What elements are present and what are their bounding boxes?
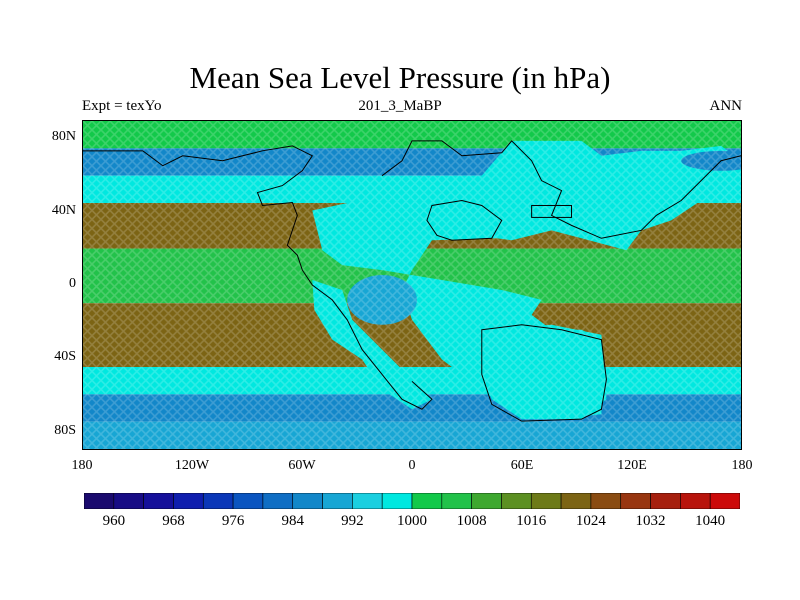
colorbar-swatch xyxy=(530,493,562,509)
x-tick-label: 0 xyxy=(408,458,416,473)
colorbar-swatch xyxy=(590,493,622,509)
x-tick-label: 180 xyxy=(731,458,753,473)
colorbar-swatch xyxy=(709,493,740,509)
season-label: ANN xyxy=(709,98,743,114)
colorbar-label: 1040 xyxy=(695,513,726,529)
x-tick-label: 120W xyxy=(174,458,210,473)
map-canvas xyxy=(83,121,741,449)
colorbar-swatch xyxy=(501,493,532,509)
colorbar xyxy=(84,493,740,509)
colorbar-swatch xyxy=(292,493,323,509)
colorbar-swatch xyxy=(262,493,294,509)
colorbar-swatch xyxy=(143,493,174,509)
colorbar-swatch xyxy=(560,493,592,509)
colorbar-swatch xyxy=(322,493,353,509)
colorbar-swatch xyxy=(232,493,264,509)
colorbar-label: 976 xyxy=(221,513,245,529)
colorbar-label: 1016 xyxy=(516,513,547,529)
colorbar-swatch xyxy=(650,493,681,509)
colorbar-label: 984 xyxy=(281,513,304,529)
colorbar-label: 1000 xyxy=(397,513,427,529)
y-tick-label: 40N xyxy=(51,202,76,218)
colorbar-swatch xyxy=(620,493,651,509)
page-title: Mean Sea Level Pressure (in hPa) xyxy=(189,60,611,95)
colorbar-swatch xyxy=(680,493,711,509)
pressure-map xyxy=(82,120,742,450)
y-tick-label: 80S xyxy=(54,422,76,438)
y-tick-label: 80N xyxy=(51,129,76,145)
x-tick-label: 120E xyxy=(617,458,647,473)
colorbar-swatch xyxy=(202,493,234,509)
colorbar-label: 1008 xyxy=(456,513,487,529)
colorbar-label: 1032 xyxy=(635,513,666,529)
colorbar-label: 968 xyxy=(162,513,185,529)
colorbar-label: 960 xyxy=(102,513,126,529)
y-tick-label: 40S xyxy=(54,349,76,365)
inland-sea xyxy=(531,204,573,218)
coastline xyxy=(83,140,741,422)
colorbar-swatch xyxy=(441,493,472,509)
experiment-label: Expt = texYo xyxy=(82,98,162,114)
y-tick-label: 0 xyxy=(69,276,76,291)
colorbar-swatch xyxy=(113,493,144,509)
colorbar-swatch xyxy=(84,493,115,509)
x-tick-label: 60E xyxy=(510,458,534,473)
hatching xyxy=(83,121,741,449)
colorbar-label: 992 xyxy=(341,513,364,529)
colorbar-swatch xyxy=(381,493,413,509)
x-tick-label: 180 xyxy=(71,458,93,473)
colorbar-swatch xyxy=(352,493,383,509)
colorbar-swatch xyxy=(411,493,443,509)
period-label: 201_3_MaBP xyxy=(358,98,442,114)
colorbar-swatch xyxy=(173,493,204,509)
colorbar-swatch xyxy=(471,493,502,509)
colorbar-label: 1024 xyxy=(575,513,606,529)
x-tick-label: 60W xyxy=(288,458,316,473)
